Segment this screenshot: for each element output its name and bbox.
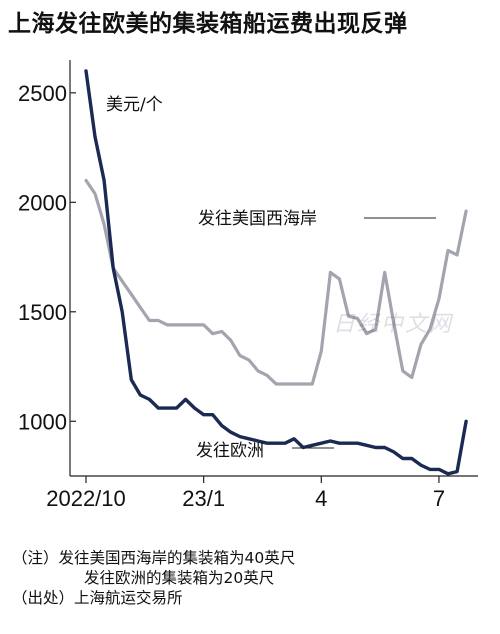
y-tick-label: 2500 bbox=[18, 81, 67, 106]
x-tick-label: 23/1 bbox=[182, 486, 225, 511]
note-europe-container: 发往欧洲的集装箱为20英尺 bbox=[84, 569, 275, 587]
note-us-west-container: （注）发往美国西海岸的集装箱为40英尺 bbox=[12, 549, 296, 567]
notes: （注）发往美国西海岸的集装箱为40英尺 发往欧洲的集装箱为20英尺 （出处）上海… bbox=[12, 548, 295, 608]
series-line-us-west bbox=[84, 178, 468, 386]
x-tick-label: 7 bbox=[433, 486, 445, 511]
axes bbox=[69, 60, 478, 483]
annotations: 美元/个 发往美国西海岸 发往欧洲 bbox=[106, 95, 436, 461]
watermark: 日经中文网 bbox=[333, 312, 454, 337]
tick-labels: 1000 1500 2000 2500 2022/10 23/1 4 7 bbox=[18, 81, 445, 511]
y-tick-label: 1500 bbox=[18, 300, 67, 325]
y-tick-label: 1000 bbox=[18, 409, 67, 434]
x-tick-label: 2022/10 bbox=[46, 486, 126, 511]
source-note: （出处）上海航运交易所 bbox=[12, 589, 183, 607]
y-axis-unit-label: 美元/个 bbox=[106, 95, 163, 115]
x-tick-label: 4 bbox=[315, 486, 327, 511]
series-line-europe bbox=[84, 69, 468, 476]
chart-title: 上海发往欧美的集装箱船运费出现反弹 bbox=[8, 11, 408, 37]
series-lines bbox=[84, 69, 468, 476]
series-label-europe: 发往欧洲 bbox=[196, 441, 264, 461]
series-label-us-west: 发往美国西海岸 bbox=[198, 209, 317, 229]
y-tick-label: 2000 bbox=[18, 190, 67, 215]
